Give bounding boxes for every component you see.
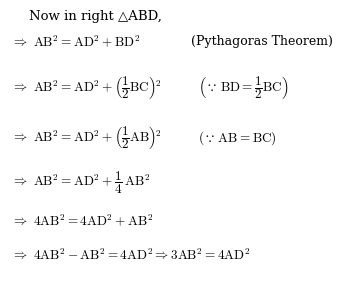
Text: $(\because\,\mathrm{AB}=\mathrm{BC})$: $(\because\,\mathrm{AB}=\mathrm{BC})$ [198,129,277,146]
Text: $\Rightarrow$ $\mathrm{AB}^2=\mathrm{AD}^2+\dfrac{1}{4}\,\mathrm{AB}^2$: $\Rightarrow$ $\mathrm{AB}^2=\mathrm{AD}… [11,170,150,196]
Text: Now in right △ABD,: Now in right △ABD, [29,10,161,23]
Text: $\left(\because\, \mathrm{BD}=\dfrac{1}{2}\mathrm{BC}\right)$: $\left(\because\, \mathrm{BD}=\dfrac{1}{… [198,74,289,101]
Text: $\Rightarrow$ $\mathrm{AB}^2=\mathrm{AD}^2+\left(\dfrac{1}{2}\mathrm{AB}\right)^: $\Rightarrow$ $\mathrm{AB}^2=\mathrm{AD}… [11,124,161,151]
Text: $\Rightarrow$ $\mathrm{AB}^2=\mathrm{AD}^2+\left(\dfrac{1}{2}\mathrm{BC}\right)^: $\Rightarrow$ $\mathrm{AB}^2=\mathrm{AD}… [11,74,161,101]
Text: $\Rightarrow$ $4\mathrm{AB}^2=4\mathrm{AD}^2+\mathrm{AB}^2$: $\Rightarrow$ $4\mathrm{AB}^2=4\mathrm{A… [11,212,153,228]
Text: (Pythagoras Theorem): (Pythagoras Theorem) [191,35,333,48]
Text: $\Rightarrow$ $\mathrm{AB}^2=\mathrm{AD}^2+\mathrm{BD}^2$: $\Rightarrow$ $\mathrm{AB}^2=\mathrm{AD}… [11,34,140,50]
Text: $\Rightarrow$ $4\mathrm{AB}^2-\mathrm{AB}^2=4\mathrm{AD}^2\Rightarrow 3\mathrm{A: $\Rightarrow$ $4\mathrm{AB}^2-\mathrm{AB… [11,248,250,263]
